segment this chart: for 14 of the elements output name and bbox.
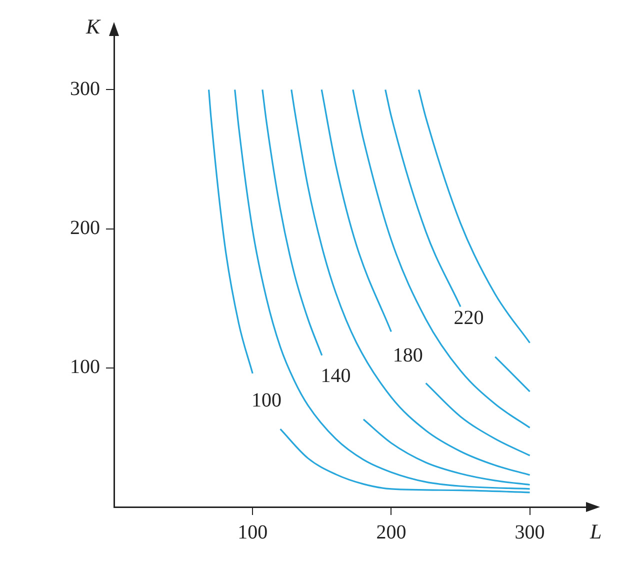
series-label: 100	[251, 390, 282, 412]
series-label: 140	[320, 364, 351, 387]
line-series	[352, 88, 531, 429]
x-tick-label: 100	[238, 521, 268, 544]
series-label: 180	[392, 344, 423, 367]
line-series	[418, 88, 531, 344]
x-tick-label: 300	[514, 521, 545, 544]
y-tick-label: 100	[70, 356, 100, 378]
y-tick-label: 300	[70, 78, 100, 100]
y-tick-label: 200	[70, 217, 100, 240]
x-axis-title: L	[589, 520, 602, 544]
series-label: 220	[454, 306, 484, 329]
x-tick-label: 200	[376, 521, 406, 544]
y-axis-title: K	[84, 14, 101, 39]
